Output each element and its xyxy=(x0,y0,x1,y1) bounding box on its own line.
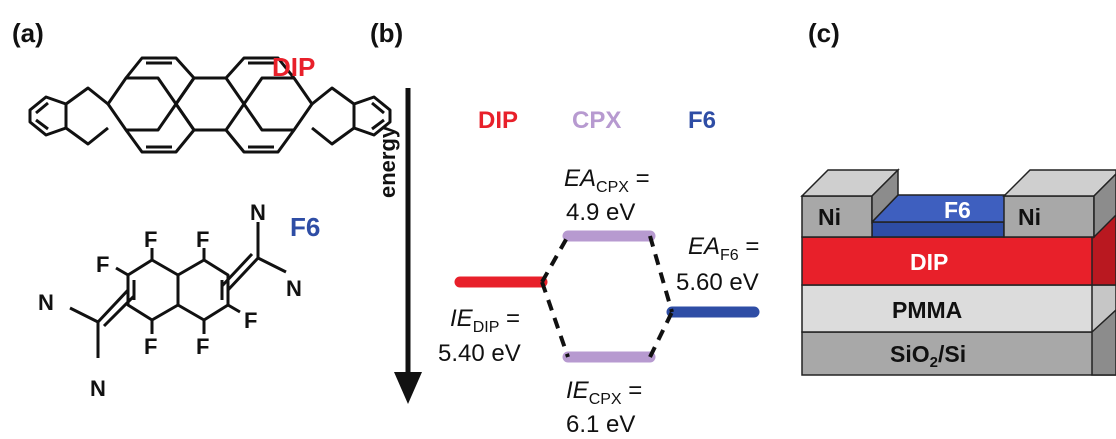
electrode-right-top xyxy=(1002,169,1116,197)
f6-atom-f-right: F xyxy=(244,308,257,333)
value-ie-cpx: 6.1 eV xyxy=(566,411,635,438)
connector-ea-cpx-to-f6 xyxy=(648,235,674,313)
f6-atom-f-top-left: F xyxy=(144,227,157,252)
f6-atom-f-top-right: F xyxy=(196,227,209,252)
dip-ring-core-left xyxy=(106,76,178,132)
value-ea-f6: 5.60 eV xyxy=(676,269,759,296)
f6-atom-f-bottom-right: F xyxy=(196,334,209,359)
dip-molecule-label: DIP xyxy=(272,52,315,82)
label-dip-layer: DIP xyxy=(910,249,948,275)
layer-substrate-side xyxy=(1091,308,1116,376)
dip-ring-right xyxy=(352,95,392,137)
label-pmma-layer: PMMA xyxy=(892,297,962,323)
connector-ie-cpx-to-f6 xyxy=(648,311,674,358)
dip-ring-center xyxy=(174,76,246,132)
label-electrode-left: Ni xyxy=(818,204,841,230)
electrode-left-side xyxy=(871,168,899,224)
dip-molecule xyxy=(28,56,392,154)
layer-f6-front xyxy=(871,221,1005,238)
header-dip: DIP xyxy=(478,107,518,134)
energy-arrow-head xyxy=(394,372,422,404)
f6-atom-f-bottom-left: F xyxy=(144,334,157,359)
energy-axis-label: energy xyxy=(375,125,400,198)
panel-label-c: (c) xyxy=(808,18,840,48)
value-ea-cpx: 4.9 eV xyxy=(566,199,635,226)
f6-atom-n-left: N xyxy=(38,290,54,315)
label-ea-cpx: EACPX = xyxy=(564,165,650,196)
f6-atom-n-bottom: N xyxy=(90,376,106,401)
header-cpx: CPX xyxy=(572,107,621,134)
layer-dip-front xyxy=(801,236,1116,286)
connector-dip-to-ie-cpx xyxy=(540,281,570,358)
header-f6: F6 xyxy=(688,107,716,134)
device-stack xyxy=(800,168,1116,376)
label-ea-f6: EAF6 = xyxy=(688,233,759,264)
f6-molecule-label: F6 xyxy=(290,212,320,242)
value-ie-dip: 5.40 eV xyxy=(438,340,521,367)
label-ie-cpx: IECPX = xyxy=(566,377,642,408)
dip-ring-left xyxy=(28,95,68,137)
panel-label-a: (a) xyxy=(12,18,44,48)
f6-atom-f-left: F xyxy=(96,252,109,277)
label-substrate-layer: SiO2/Si xyxy=(890,341,966,371)
panel-label-b: (b) xyxy=(370,18,403,48)
f6-molecule xyxy=(69,222,287,358)
label-f6-layer: F6 xyxy=(944,197,971,223)
label-electrode-right: Ni xyxy=(1018,204,1041,230)
f6-atom-n-right: N xyxy=(286,276,302,301)
electrode-right-side xyxy=(1093,172,1116,239)
dip-ring-core-right xyxy=(242,76,314,132)
label-ie-dip: IEDIP = xyxy=(450,305,520,336)
connector-dip-to-ea-cpx xyxy=(540,235,570,283)
f6-atom-n-top: N xyxy=(250,200,266,225)
